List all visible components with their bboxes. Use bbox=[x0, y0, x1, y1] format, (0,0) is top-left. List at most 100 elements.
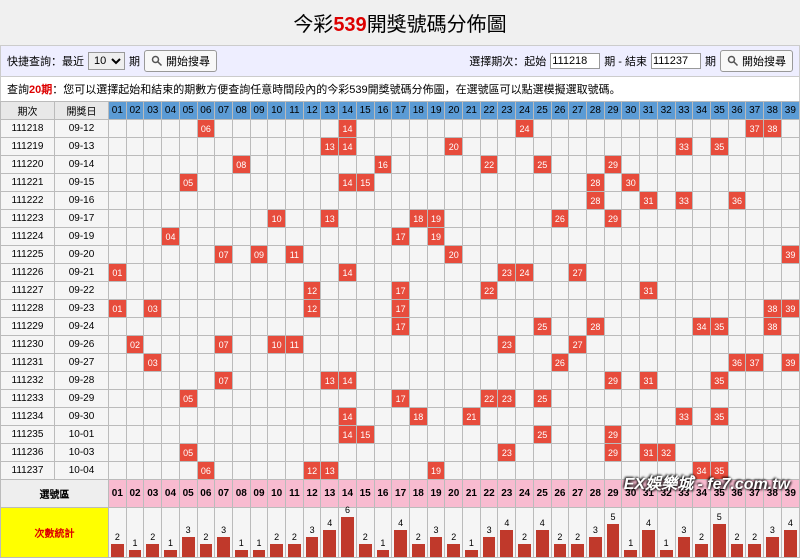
empty-cell bbox=[250, 138, 268, 156]
sel-cell-17[interactable]: 17 bbox=[392, 480, 410, 508]
empty-cell bbox=[197, 264, 215, 282]
sel-cell-29[interactable]: 29 bbox=[604, 480, 622, 508]
sel-cell-18[interactable]: 18 bbox=[409, 480, 427, 508]
empty-cell bbox=[427, 426, 445, 444]
empty-cell bbox=[746, 390, 764, 408]
empty-cell bbox=[356, 336, 374, 354]
sel-cell-39[interactable]: 39 bbox=[781, 480, 799, 508]
sel-cell-06[interactable]: 06 bbox=[197, 480, 215, 508]
search-button-2[interactable]: 開始搜尋 bbox=[720, 50, 793, 72]
hit-cell: 13 bbox=[321, 210, 339, 228]
sel-cell-07[interactable]: 07 bbox=[215, 480, 233, 508]
period-select[interactable]: 10 bbox=[88, 52, 125, 70]
empty-cell bbox=[197, 408, 215, 426]
empty-cell bbox=[764, 408, 782, 426]
empty-cell bbox=[480, 210, 498, 228]
empty-cell bbox=[303, 192, 321, 210]
empty-cell bbox=[126, 462, 144, 480]
sel-cell-30[interactable]: 30 bbox=[622, 480, 640, 508]
sel-cell-32[interactable]: 32 bbox=[657, 480, 675, 508]
sel-cell-13[interactable]: 13 bbox=[321, 480, 339, 508]
sel-cell-38[interactable]: 38 bbox=[764, 480, 782, 508]
sel-cell-16[interactable]: 16 bbox=[374, 480, 392, 508]
hit-cell: 21 bbox=[463, 408, 481, 426]
empty-cell bbox=[409, 372, 427, 390]
empty-cell bbox=[533, 408, 551, 426]
sel-cell-10[interactable]: 10 bbox=[268, 480, 286, 508]
hit-cell: 26 bbox=[551, 354, 569, 372]
sel-cell-01[interactable]: 01 bbox=[109, 480, 127, 508]
empty-cell bbox=[321, 228, 339, 246]
sel-cell-19[interactable]: 19 bbox=[427, 480, 445, 508]
sel-cell-04[interactable]: 04 bbox=[162, 480, 180, 508]
hit-cell: 14 bbox=[339, 264, 357, 282]
sel-cell-02[interactable]: 02 bbox=[126, 480, 144, 508]
sel-cell-35[interactable]: 35 bbox=[710, 480, 728, 508]
sel-cell-36[interactable]: 36 bbox=[728, 480, 746, 508]
period-cell: 111226 bbox=[1, 264, 55, 282]
empty-cell bbox=[356, 300, 374, 318]
empty-cell bbox=[463, 120, 481, 138]
empty-cell bbox=[693, 426, 711, 444]
empty-cell bbox=[197, 390, 215, 408]
empty-cell bbox=[144, 156, 162, 174]
empty-cell bbox=[764, 462, 782, 480]
empty-cell bbox=[498, 408, 516, 426]
sel-cell-37[interactable]: 37 bbox=[746, 480, 764, 508]
empty-cell bbox=[463, 444, 481, 462]
sel-cell-23[interactable]: 23 bbox=[498, 480, 516, 508]
sel-cell-21[interactable]: 21 bbox=[463, 480, 481, 508]
empty-cell bbox=[162, 282, 180, 300]
empty-cell bbox=[764, 426, 782, 444]
sel-cell-34[interactable]: 34 bbox=[693, 480, 711, 508]
sel-cell-33[interactable]: 33 bbox=[675, 480, 693, 508]
empty-cell bbox=[303, 336, 321, 354]
empty-cell bbox=[445, 174, 463, 192]
col-num-14: 14 bbox=[339, 102, 357, 120]
empty-cell bbox=[303, 174, 321, 192]
hit-cell: 39 bbox=[781, 354, 799, 372]
sel-cell-27[interactable]: 27 bbox=[569, 480, 587, 508]
empty-cell bbox=[409, 462, 427, 480]
empty-cell bbox=[179, 228, 197, 246]
data-row: 11123409-301418213335 bbox=[1, 408, 800, 426]
empty-cell bbox=[728, 210, 746, 228]
empty-cell bbox=[356, 246, 374, 264]
sel-cell-22[interactable]: 22 bbox=[480, 480, 498, 508]
sel-cell-24[interactable]: 24 bbox=[516, 480, 534, 508]
hit-cell: 34 bbox=[693, 318, 711, 336]
sel-cell-25[interactable]: 25 bbox=[533, 480, 551, 508]
hit-cell: 22 bbox=[480, 156, 498, 174]
empty-cell bbox=[640, 336, 658, 354]
data-row: 11123309-290517222325 bbox=[1, 390, 800, 408]
empty-cell bbox=[675, 282, 693, 300]
empty-cell bbox=[463, 354, 481, 372]
sel-cell-11[interactable]: 11 bbox=[286, 480, 304, 508]
period-cell: 111229 bbox=[1, 318, 55, 336]
empty-cell bbox=[162, 390, 180, 408]
sel-cell-12[interactable]: 12 bbox=[303, 480, 321, 508]
empty-cell bbox=[374, 138, 392, 156]
sel-cell-15[interactable]: 15 bbox=[356, 480, 374, 508]
sel-cell-26[interactable]: 26 bbox=[551, 480, 569, 508]
sel-cell-14[interactable]: 14 bbox=[339, 480, 357, 508]
end-period-input[interactable] bbox=[651, 53, 701, 69]
empty-cell bbox=[144, 210, 162, 228]
search-button-1[interactable]: 開始搜尋 bbox=[144, 50, 217, 72]
empty-cell bbox=[764, 156, 782, 174]
sel-cell-31[interactable]: 31 bbox=[640, 480, 658, 508]
empty-cell bbox=[781, 192, 799, 210]
sel-cell-03[interactable]: 03 bbox=[144, 480, 162, 508]
sel-cell-20[interactable]: 20 bbox=[445, 480, 463, 508]
empty-cell bbox=[516, 390, 534, 408]
sel-cell-08[interactable]: 08 bbox=[232, 480, 250, 508]
sel-cell-09[interactable]: 09 bbox=[250, 480, 268, 508]
empty-cell bbox=[427, 300, 445, 318]
empty-cell bbox=[232, 426, 250, 444]
start-period-input[interactable] bbox=[550, 53, 600, 69]
empty-cell bbox=[533, 444, 551, 462]
sel-cell-28[interactable]: 28 bbox=[586, 480, 604, 508]
sel-cell-05[interactable]: 05 bbox=[179, 480, 197, 508]
empty-cell bbox=[764, 444, 782, 462]
empty-cell bbox=[179, 354, 197, 372]
